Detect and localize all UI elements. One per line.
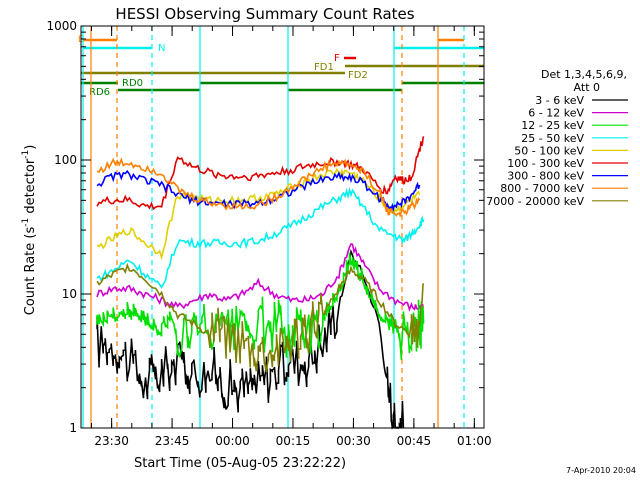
annotation-f: F: [334, 53, 340, 64]
timestamp: 7-Apr-2010 20:04: [566, 466, 636, 475]
x-axis-label: Start Time (05-Aug-05 23:22:22): [134, 456, 346, 471]
legend-label: 100 - 300 keV: [507, 157, 584, 170]
x-tick-label: 00:45: [397, 434, 432, 448]
annotation-fd2: FD2: [348, 70, 368, 81]
x-tick-label: 00:00: [215, 434, 250, 448]
annotation-rd0: RD0: [122, 78, 143, 89]
y-tick-label: 1: [69, 421, 77, 435]
series-line-7: [96, 157, 421, 218]
y-axis: 1 10 100 1000: [46, 19, 484, 435]
series-line-2: [96, 252, 425, 360]
x-tick-label: 23:45: [155, 434, 190, 448]
legend-header-attenuator: Att 0: [574, 81, 600, 94]
x-tick-label: 23:30: [94, 434, 129, 448]
plot-frame: [80, 25, 485, 429]
y-tick-label: 1000: [46, 19, 77, 33]
y-tick-label: 10: [62, 287, 77, 301]
legend-label: 50 - 100 keV: [514, 144, 584, 157]
chart-title: HESSI Observing Summary Count Rates: [115, 5, 414, 23]
legend-header-detectors: Det 1,3,4,5,6,9,: [541, 68, 627, 81]
series-line-8: [96, 262, 425, 373]
y-axis-label: Count Rate (s-1 detector-1): [21, 145, 38, 316]
x-tick-label: 00:15: [276, 434, 311, 448]
y-tick-label: 100: [54, 153, 77, 167]
legend-label: 6 - 12 keV: [528, 107, 584, 120]
series-line-3: [96, 186, 425, 289]
legend-label: 12 - 25 keV: [521, 119, 584, 132]
legend-label: 25 - 50 keV: [521, 132, 584, 145]
annotation-fd1: FD1: [314, 62, 334, 73]
series-line-1: [96, 243, 424, 312]
legend-label: 7000 - 20000 keV: [486, 195, 584, 208]
annotation-n: N: [158, 43, 165, 54]
x-tick-label: 01:00: [457, 434, 492, 448]
legend-label: 800 - 7000 keV: [500, 182, 584, 195]
annotation-rd6: RD6: [89, 87, 110, 98]
x-axis: 23:30 23:45 00:00 00:15 00:30 00:45 01:00: [90, 26, 492, 448]
legend-label: 300 - 800 keV: [507, 170, 584, 183]
legend-label: 3 - 6 keV: [535, 94, 584, 107]
series-line-0: [96, 249, 405, 430]
series-lines: [96, 136, 425, 430]
x-tick-label: 00:30: [336, 434, 371, 448]
series-line-5: [96, 136, 425, 211]
